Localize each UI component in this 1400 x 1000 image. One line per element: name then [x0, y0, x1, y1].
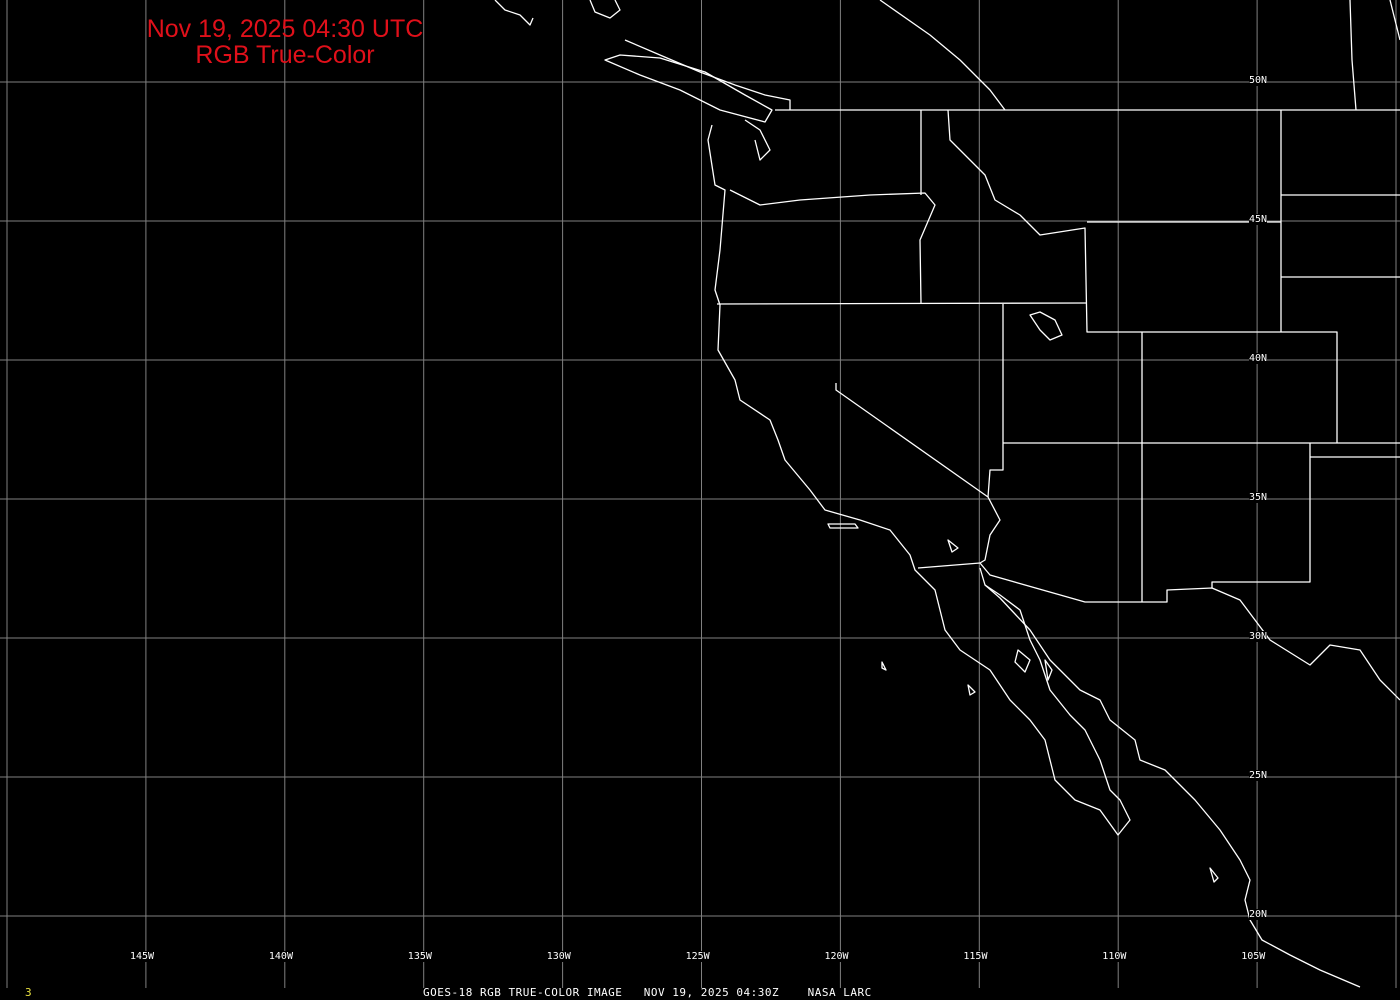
wa-or-border [729, 189, 936, 304]
guadalupe-island [881, 661, 887, 671]
footer-caption: GOES-18 RGB TRUE-COLOR IMAGE NOV 19, 202… [423, 986, 872, 999]
co-outline [1142, 331, 1338, 443]
west-coast [707, 124, 1131, 836]
ca-az-border [979, 496, 1001, 564]
bc-coast [624, 39, 791, 110]
longitude-label: 105W [1241, 951, 1266, 962]
canada-islands [494, 0, 534, 26]
latitude-label: 45N [1249, 214, 1268, 225]
gulf-islands [1044, 659, 1053, 681]
nm-border [1211, 443, 1311, 588]
gulf-islands [1014, 649, 1031, 673]
ca-nv-diagonal [835, 383, 989, 498]
canada-province-border [879, 0, 1006, 111]
latitude-label: 40N [1249, 353, 1268, 364]
latitude-label: 20N [1249, 909, 1268, 920]
or-ca-nv-border [716, 302, 1088, 305]
coastlines-and-borders [494, 0, 1400, 988]
marias-islands [1209, 867, 1219, 883]
canada-islands [589, 0, 621, 19]
longitude-label: 145W [130, 951, 155, 962]
nv-ut-border [987, 304, 1004, 498]
frame-number: 3 [25, 986, 33, 999]
cedros-island [967, 684, 976, 696]
channel-islands [827, 523, 859, 529]
puget-sound [744, 119, 771, 161]
us-mexico-border [917, 562, 1400, 701]
vancouver-island [604, 54, 773, 123]
canada-province-border [1349, 0, 1357, 111]
great-salt-lake [1029, 311, 1063, 341]
canada-province-border [1389, 0, 1400, 41]
longitude-label: 120W [824, 951, 849, 962]
map-title: Nov 19, 2025 04:30 UTC [146, 15, 424, 43]
mexico-mainland-coast [984, 584, 1361, 988]
longitude-label: 130W [546, 951, 571, 962]
longitude-label: 115W [963, 951, 988, 962]
latitude-label: 50N [1249, 75, 1268, 86]
baja-island [947, 539, 959, 553]
latitude-label: 35N [1249, 492, 1268, 503]
latitude-label: 30N [1249, 631, 1268, 642]
map-subtitle: RGB True-Color [195, 41, 375, 69]
latitude-label: 25N [1249, 770, 1268, 781]
longitude-label: 110W [1102, 951, 1127, 962]
longitude-label: 140W [268, 951, 293, 962]
longitude-label: 125W [685, 951, 710, 962]
id-mt-border [947, 109, 1142, 333]
longitude-label: 135W [407, 951, 432, 962]
